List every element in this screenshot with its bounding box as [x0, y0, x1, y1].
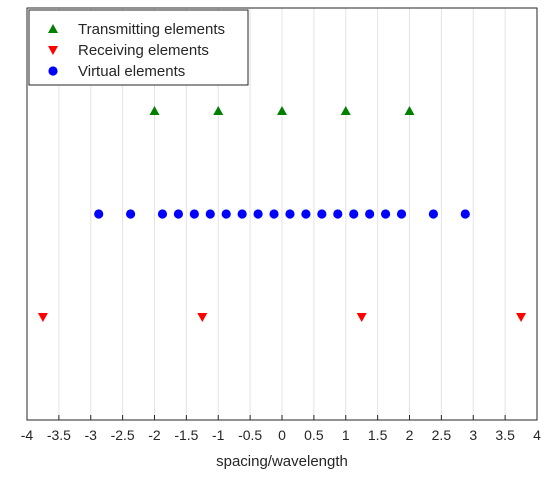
x-tick-label: 2.5 [432, 427, 452, 443]
virtual-element-point [317, 209, 327, 219]
legend-label: Virtual elements [78, 63, 185, 80]
x-tick-label: 0 [278, 427, 286, 443]
virtual-element-point [380, 209, 391, 219]
virtual-element-point [173, 209, 184, 219]
virtual-element-point [396, 209, 407, 219]
x-tick-label: 1.5 [368, 427, 388, 443]
transmitting-element-point [277, 106, 287, 115]
virtual-element-point [237, 209, 247, 219]
x-axis: -4 -3.5 -3 -2.5 -2 -1.5 -1 -0.5 0 0.5 1 1.5 2 2.5 3 3.5… [21, 415, 541, 443]
virtual-element-point [205, 209, 215, 219]
virtual-element-point [285, 209, 295, 219]
virtual-element-point [460, 209, 470, 219]
legend-marker [48, 24, 58, 33]
x-tick-label: 1 [342, 427, 350, 443]
virtual-element-point [94, 209, 104, 219]
x-tick-label: 3.5 [495, 427, 515, 443]
virtual-element-point [269, 209, 279, 219]
virtual-element-point [365, 209, 375, 219]
legend-marker [48, 46, 58, 55]
x-tick-label: 4 [533, 427, 541, 443]
x-tick-label: -1.5 [174, 427, 198, 443]
receiving-element-point [356, 313, 367, 322]
x-tick-label: -3 [85, 427, 98, 443]
transmitting-element-point [404, 106, 415, 115]
legend-entry: Receiving elements [48, 42, 209, 59]
x-tick-label: -2.5 [111, 427, 135, 443]
virtual-element-point [349, 209, 359, 219]
transmitting-element-point [149, 106, 160, 115]
legend-label: Transmitting elements [78, 21, 225, 38]
x-tick-label: 0.5 [304, 427, 324, 443]
x-tick-label: -1 [212, 427, 225, 443]
virtual-element-point [221, 209, 231, 219]
data-points [37, 106, 527, 322]
legend: Transmitting elements Receiving elements V… [28, 9, 249, 86]
virtual-element-point [125, 209, 136, 219]
x-tick-label: 3 [469, 427, 477, 443]
virtual-element-point [333, 209, 343, 219]
x-tick-label: -3.5 [47, 427, 71, 443]
virtual-element-point [301, 209, 311, 219]
virtual-element-point [428, 209, 439, 219]
x-tick-label: 2 [406, 427, 414, 443]
legend-marker [48, 66, 58, 76]
x-tick-label: -0.5 [238, 427, 262, 443]
virtual-element-point [189, 209, 199, 219]
legend-box [28, 9, 249, 86]
virtual-element-point [157, 209, 168, 219]
receiving-element-point [516, 313, 527, 322]
transmitting-element-point [213, 106, 224, 115]
x-tick-label: -2 [148, 427, 161, 443]
virtual-element-point [253, 209, 263, 219]
legend-label: Receiving elements [78, 42, 209, 59]
transmitting-element-point [340, 106, 351, 115]
receiving-element-point [197, 313, 208, 322]
receiving-element-point [37, 313, 48, 322]
legend-entry: Virtual elements [48, 63, 185, 80]
x-axis-label: spacing/wavelength [216, 453, 348, 470]
x-tick-label: -4 [21, 427, 34, 443]
legend-entry: Transmitting elements [48, 21, 225, 38]
